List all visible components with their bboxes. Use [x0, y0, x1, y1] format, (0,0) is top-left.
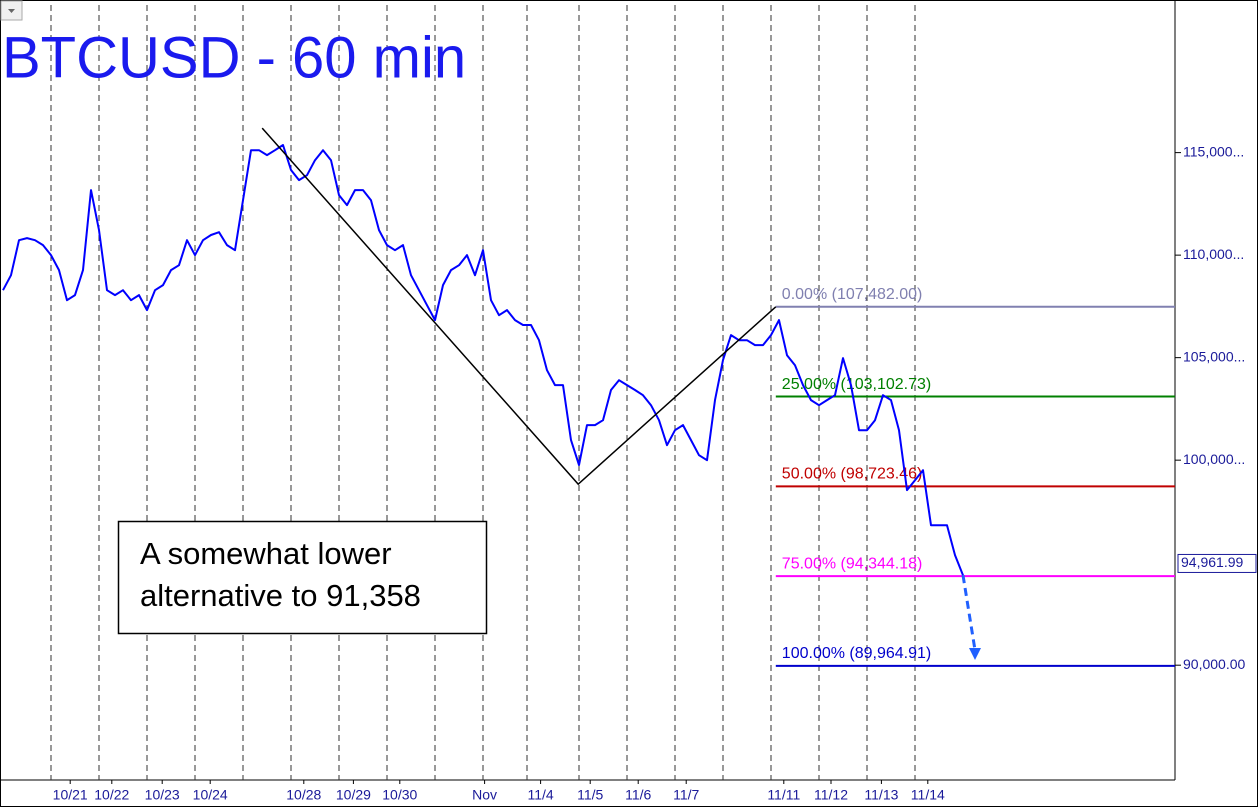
fib-label: 50.00% (98,723.46): [782, 466, 923, 483]
projection-arrowhead: [969, 648, 981, 661]
y-tick-label: 90,000.00: [1183, 656, 1245, 672]
annotation-box: [117, 520, 488, 635]
plot: 10/21 10/22 10/23 10/24 10/28 10/29 10/30 Nov 11…: [2, 5, 1257, 803]
annotation-text: alternative to 91,358: [140, 578, 421, 613]
last-price-box: [1177, 553, 1257, 573]
x-tick-label: 11/4: [527, 787, 553, 803]
y-tick-label: 110,000...: [1183, 246, 1244, 262]
last-price-label: 94,961.99: [1181, 554, 1243, 570]
x-tick-label: 10/29: [336, 787, 371, 803]
fib-label: 25.00% (103,102.73): [782, 376, 931, 393]
pattern-line: [261, 127, 777, 486]
y-tick-label: 115,000...: [1183, 143, 1244, 159]
x-tick-label: 10/28: [286, 787, 321, 803]
x-tick-label: 10/23: [145, 787, 180, 803]
fib-label: 0.00% (107,482.00): [782, 286, 923, 303]
x-tick-label: 11/14: [911, 787, 945, 803]
chart-title: BTCUSD - 60 min: [2, 25, 466, 90]
x-tick-label: 11/13: [864, 787, 898, 803]
fib-label: 100.00% (89,964.91): [782, 645, 931, 662]
x-tick-label: 11/7: [673, 787, 699, 803]
annotation-text: A somewhat lower: [140, 536, 392, 571]
price-line: [2, 144, 964, 576]
y-tick-label: 100,000...: [1183, 451, 1245, 467]
x-tick-label: 11/12: [814, 787, 848, 803]
fib-label: 75.00% (94,344.18): [782, 555, 923, 572]
y-tick-label: 105,000...: [1183, 348, 1245, 364]
x-tick-label: Nov: [472, 787, 497, 803]
x-tick-label: 10/22: [94, 787, 129, 803]
menu-arrow: [8, 9, 15, 13]
x-tick-label: 10/24: [193, 787, 228, 803]
x-tick-label: 11/5: [577, 787, 603, 803]
x-tick-label: 11/6: [625, 787, 651, 803]
x-tick-label: 10/30: [382, 787, 417, 803]
x-tick-label: 10/21: [53, 787, 88, 803]
x-tick-label: 11/11: [767, 787, 800, 803]
